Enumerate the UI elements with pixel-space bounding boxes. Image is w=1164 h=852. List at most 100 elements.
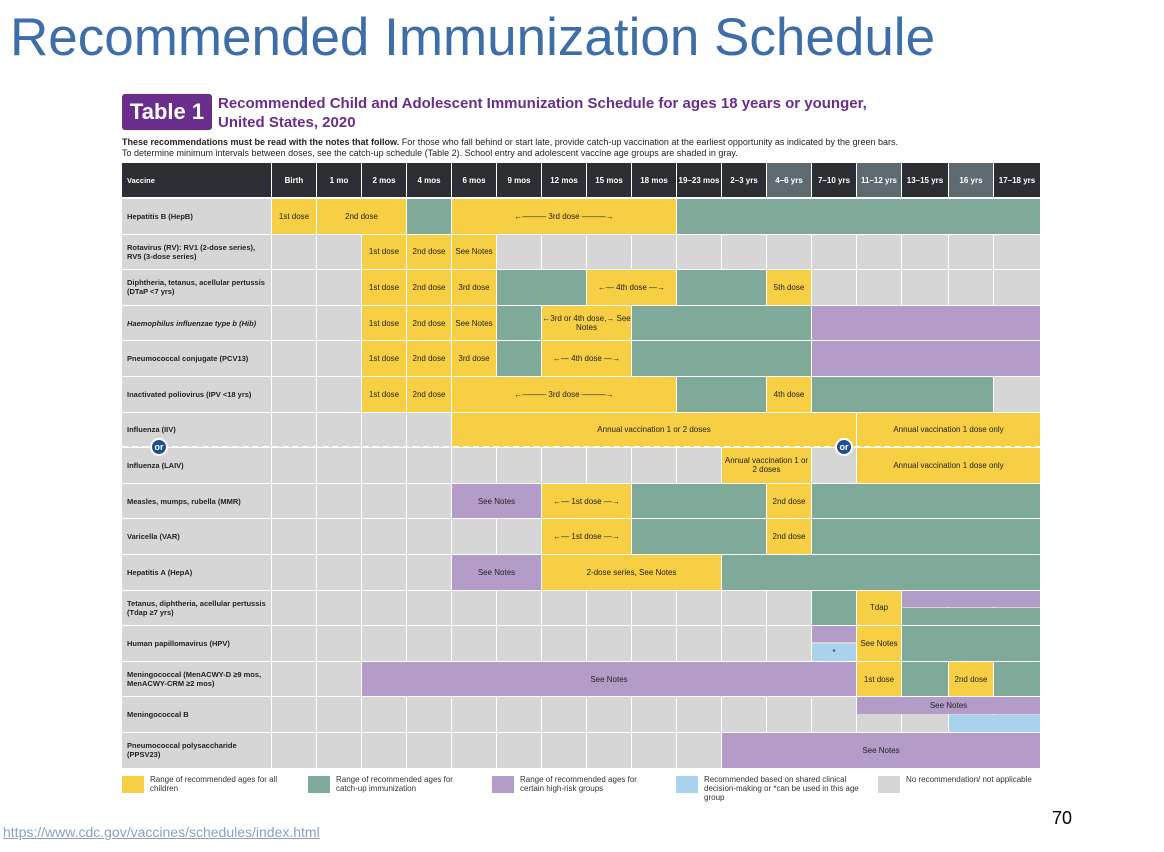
empty-cell [362,412,406,448]
empty-cell [272,483,316,519]
recommended-bar: 2nd dose [767,519,811,554]
empty-cell [362,733,406,768]
high-risk-bar [812,305,1040,341]
empty-cell [632,733,676,768]
catch-up-bar [497,305,541,341]
table-badge: Table 1 [122,94,212,130]
subtitle-line1: Recommended Child and Adolescent Immuniz… [218,95,867,112]
recommended-bar: 2nd dose [407,377,451,412]
catch-up-bar [632,305,811,341]
recommended-bar: 1st dose [362,234,406,270]
empty-cell [677,697,721,732]
empty-cell [587,697,631,732]
high-risk-bar: See Notes [452,483,541,519]
column-header: 4–6 yrs [767,163,811,197]
empty-cell [632,697,676,732]
empty-cell [452,590,496,626]
vaccine-label: Pneumococcal polysaccharide (PPSV23) [122,733,271,768]
empty-cell [362,448,406,483]
empty-cell [857,234,901,270]
vaccine-label: Measles, mumps, rubella (MMR) [122,483,271,519]
column-header: 12 mos [542,163,586,197]
empty-cell [949,270,993,305]
empty-cell [362,697,406,732]
empty-cell [362,626,406,661]
empty-cell [317,519,361,554]
empty-cell [587,626,631,661]
empty-cell [407,733,451,768]
high-risk-bar: See Notes [362,661,856,697]
recommended-bar: 2nd dose [407,341,451,376]
empty-cell [272,341,316,376]
vaccine-label: Varicella (VAR) [122,519,271,554]
recommended-bar: See Notes [452,234,496,270]
empty-cell [407,626,451,661]
vaccine-label: Influenza (IIV) [122,412,271,448]
column-header: 9 mos [497,163,541,197]
empty-cell [497,519,541,554]
column-header: 1 mo [317,163,361,197]
catch-up-bar [902,607,1040,626]
empty-cell [317,483,361,519]
recommended-bar: Annual vaccination 1 or 2 doses [722,448,811,483]
empty-cell [272,234,316,270]
empty-cell [497,697,541,732]
empty-cell [452,626,496,661]
column-header: 4 mos [407,163,451,197]
recommended-bar: ←3rd or 4th dose,→ See Notes [542,305,631,341]
recommended-bar: ←——— 3rd dose ———→ [452,199,676,234]
empty-cell [317,448,361,483]
recommended-bar: 3rd dose [452,270,496,305]
catch-up-bar [902,661,948,697]
high-risk-bar [812,626,856,643]
empty-cell [632,626,676,661]
recommended-bar: 4th dose [767,377,811,412]
catch-up-bar [994,661,1040,697]
empty-cell [317,305,361,341]
recommended-bar: 2nd dose [317,199,406,234]
empty-cell [994,377,1040,412]
empty-cell [317,377,361,412]
vaccine-label: Diphtheria, tetanus, acellular pertussis… [122,270,271,305]
catch-up-bar [722,555,1040,590]
recommended-bar: 1st dose [857,661,901,697]
recommended-bar: 2nd dose [949,661,993,697]
legend-swatch [122,776,144,793]
empty-cell [362,555,406,590]
column-header: 6 mos [452,163,496,197]
legend-text: Range of recommended ages for catch-up i… [336,775,453,793]
empty-cell [722,590,766,626]
recommended-bar: Annual vaccination 1 or 2 doses [452,412,856,448]
recommended-bar: 3rd dose [452,341,496,376]
vaccine-label: Inactivated poliovirus (IPV <18 yrs) [122,377,271,412]
empty-cell [767,626,811,661]
column-header: 16 yrs [949,163,993,197]
empty-cell [587,590,631,626]
empty-cell [272,697,316,732]
empty-cell [317,661,361,697]
catch-up-bar [677,377,766,412]
subtitle-line2: United States, 2020 [218,114,356,131]
empty-cell [677,626,721,661]
legend-swatch [492,776,514,793]
empty-cell [767,697,811,732]
recommended-bar: Annual vaccination 1 dose only [857,412,1040,448]
or-marker: or [150,438,168,457]
recommended-bar: 1st dose [362,305,406,341]
empty-cell [497,590,541,626]
empty-cell [272,555,316,590]
empty-cell [542,448,586,483]
catch-up-bar [632,341,811,376]
vaccine-label: Haemophilus influenzae type b (Hib) [122,305,271,341]
recommended-bar: ←— 4th dose —→ [587,270,676,305]
recommended-bar: 2nd dose [407,234,451,270]
legend-swatch [878,776,900,793]
source-link[interactable]: https://www.cdc.gov/vaccines/schedules/i… [3,824,320,840]
recommended-bar: 1st dose [272,199,316,234]
column-header: 2–3 yrs [722,163,766,197]
empty-cell [632,448,676,483]
shared-decision-bar: * [812,643,856,661]
empty-cell [407,519,451,554]
empty-cell [542,234,586,270]
recommended-bar: 1st dose [362,270,406,305]
